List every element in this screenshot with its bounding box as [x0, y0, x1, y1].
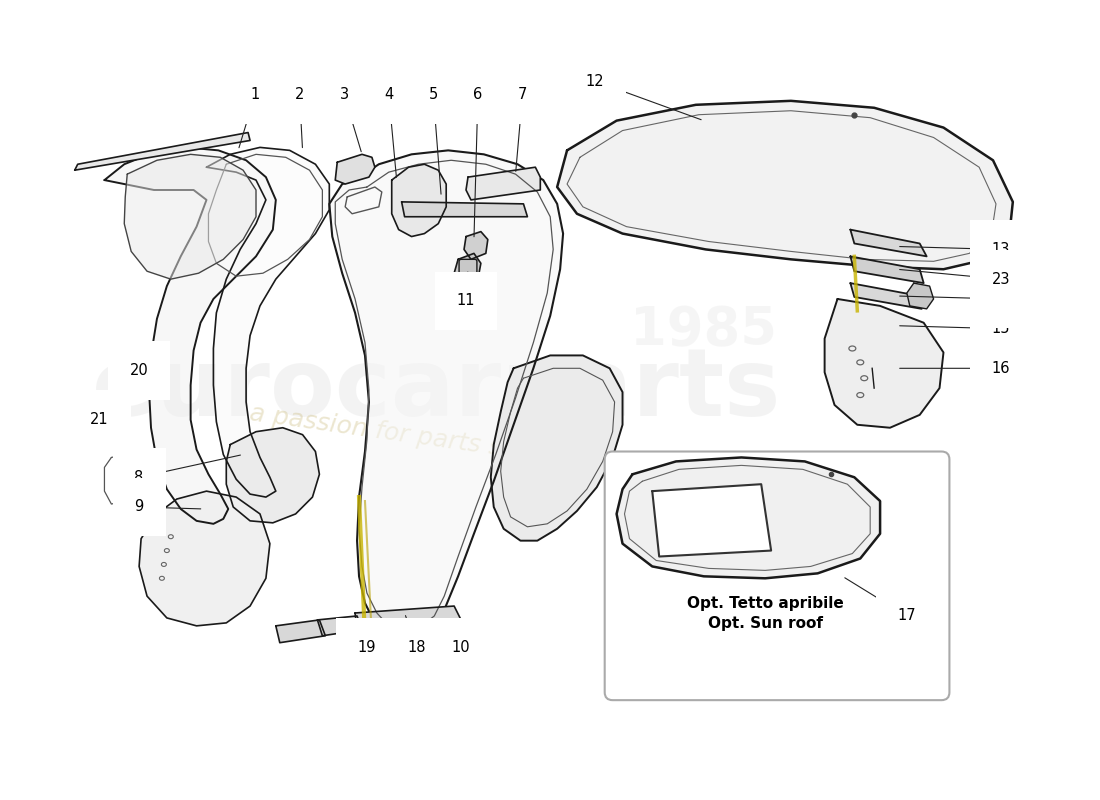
Polygon shape [75, 133, 250, 170]
Text: 23: 23 [992, 272, 1010, 286]
Polygon shape [617, 458, 880, 578]
Text: 4: 4 [384, 87, 394, 102]
Polygon shape [850, 283, 922, 309]
Text: Opt. Sun roof: Opt. Sun roof [707, 616, 823, 631]
Text: eurocarparts: eurocarparts [92, 344, 781, 436]
Text: 11: 11 [456, 294, 475, 309]
Text: 1985: 1985 [630, 305, 778, 357]
Polygon shape [825, 299, 944, 428]
Text: 17: 17 [898, 609, 916, 623]
Text: 15: 15 [992, 321, 1010, 336]
Polygon shape [652, 484, 771, 557]
Text: 20: 20 [130, 362, 148, 378]
Polygon shape [466, 167, 540, 200]
Text: 5: 5 [429, 87, 438, 102]
Polygon shape [139, 491, 270, 626]
Text: 1: 1 [251, 87, 260, 102]
Text: 6: 6 [473, 87, 483, 102]
Polygon shape [227, 428, 319, 523]
Text: 2: 2 [295, 87, 305, 102]
Text: 3: 3 [340, 87, 349, 102]
Text: 9: 9 [134, 499, 144, 514]
Polygon shape [850, 256, 924, 283]
Polygon shape [906, 283, 934, 309]
Text: 10: 10 [452, 640, 471, 655]
Polygon shape [850, 230, 926, 256]
Polygon shape [209, 154, 322, 276]
Polygon shape [336, 154, 375, 184]
Text: 19: 19 [358, 640, 376, 655]
Polygon shape [402, 202, 527, 217]
Text: 22: 22 [991, 291, 1010, 306]
Polygon shape [104, 147, 276, 524]
Text: Opt. Tetto apribile: Opt. Tetto apribile [686, 596, 844, 611]
Polygon shape [276, 620, 326, 642]
Polygon shape [464, 231, 487, 259]
Polygon shape [85, 408, 119, 445]
Text: 8: 8 [134, 470, 144, 485]
Polygon shape [454, 254, 481, 283]
Text: 12: 12 [585, 74, 604, 89]
Polygon shape [207, 147, 329, 497]
Text: 13: 13 [992, 242, 1010, 257]
Text: a passion for parts since 1985: a passion for parts since 1985 [248, 402, 625, 478]
Polygon shape [318, 616, 362, 636]
Text: 16: 16 [992, 361, 1010, 376]
Polygon shape [329, 150, 563, 640]
FancyBboxPatch shape [459, 259, 477, 275]
Text: 7: 7 [518, 87, 527, 102]
Text: 21: 21 [90, 412, 109, 427]
Polygon shape [124, 154, 256, 279]
Polygon shape [355, 606, 461, 630]
Polygon shape [392, 164, 447, 237]
FancyBboxPatch shape [605, 451, 949, 700]
Polygon shape [557, 101, 1013, 270]
Text: 18: 18 [407, 640, 426, 655]
Polygon shape [491, 355, 623, 541]
